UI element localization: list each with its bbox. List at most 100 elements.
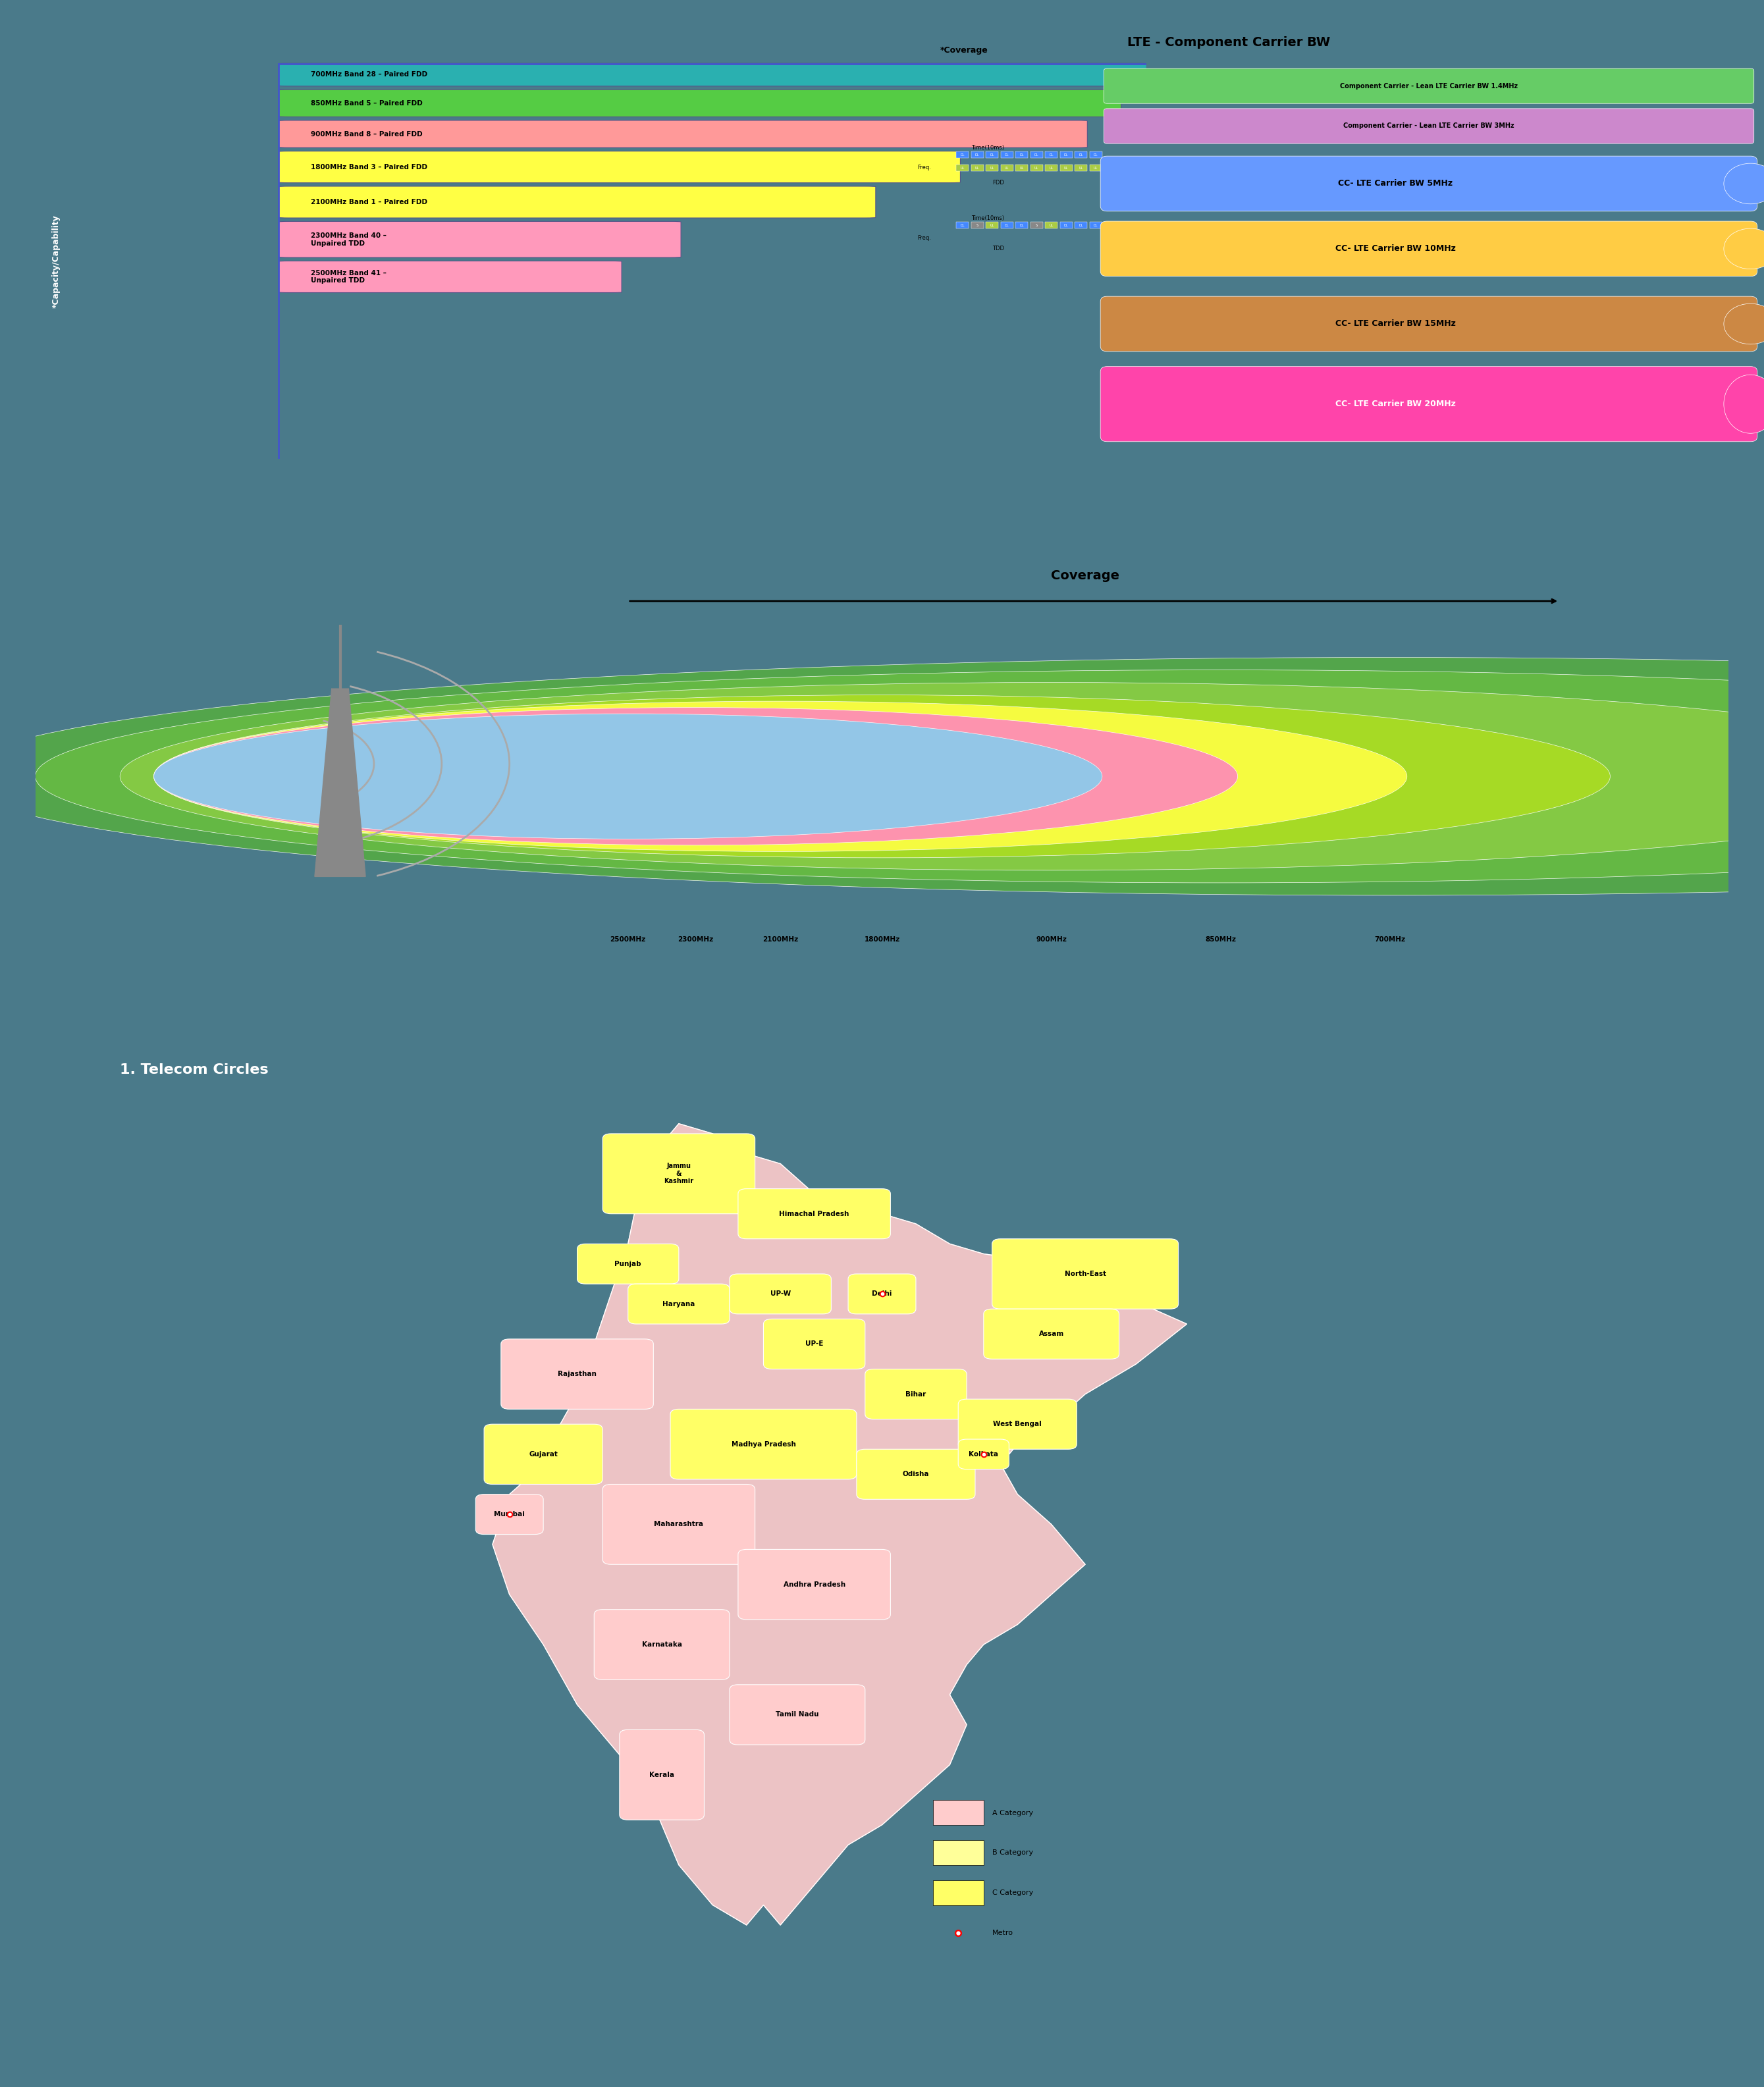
FancyBboxPatch shape [483,1423,603,1484]
Text: 2500MHz Band 41 –
Unpaired TDD: 2500MHz Band 41 – Unpaired TDD [310,269,386,284]
FancyBboxPatch shape [670,1409,857,1480]
Text: Coverage: Coverage [1051,570,1120,582]
Text: Maharashtra: Maharashtra [654,1521,704,1528]
Ellipse shape [0,657,1764,895]
Text: Time(10ms): Time(10ms) [972,215,1004,221]
Text: DL: DL [1094,223,1097,227]
Text: Freq.: Freq. [917,165,931,171]
Text: 700MHz Band 28 – Paired FDD: 700MHz Band 28 – Paired FDD [310,71,427,77]
Bar [1030,152,1043,159]
FancyBboxPatch shape [594,1609,730,1680]
Text: 700MHz: 700MHz [1374,935,1406,943]
Text: 2300MHz: 2300MHz [677,935,714,943]
FancyBboxPatch shape [1101,296,1757,351]
Text: UL: UL [1094,167,1097,169]
Bar [933,1841,984,1866]
Text: 1800MHz Band 3 – Paired FDD: 1800MHz Band 3 – Paired FDD [310,163,427,171]
Text: Component Carrier - Lean LTE Carrier BW 1.4MHz: Component Carrier - Lean LTE Carrier BW … [1341,83,1517,90]
Text: 850MHz Band 5 – Paired FDD: 850MHz Band 5 – Paired FDD [310,100,422,106]
FancyBboxPatch shape [603,1133,755,1215]
Text: FDD: FDD [993,179,1004,186]
Text: 900MHz Band 8 – Paired FDD: 900MHz Band 8 – Paired FDD [310,131,422,138]
Bar [956,221,968,227]
Text: LTE - Component Carrier BW: LTE - Component Carrier BW [1127,35,1330,48]
Text: DL: DL [1034,152,1039,157]
FancyBboxPatch shape [501,1340,653,1409]
Text: DL: DL [960,152,965,157]
Bar [1016,221,1028,227]
FancyBboxPatch shape [279,261,621,292]
Bar [986,165,998,171]
Text: UP-E: UP-E [804,1340,824,1348]
FancyBboxPatch shape [279,221,681,257]
Text: DL: DL [1064,223,1069,227]
Text: *Capacity/Capability: *Capacity/Capability [53,215,60,309]
Text: B Category: B Category [991,1849,1034,1855]
FancyBboxPatch shape [958,1440,1009,1469]
FancyBboxPatch shape [279,90,1122,117]
Bar [986,152,998,159]
Text: Jammu
&
Kashmir: Jammu & Kashmir [663,1162,693,1185]
Text: TDD: TDD [993,246,1004,253]
FancyBboxPatch shape [984,1309,1118,1359]
Ellipse shape [153,695,1611,858]
FancyBboxPatch shape [737,1549,891,1620]
Text: S: S [975,223,979,227]
Text: North-East: North-East [1064,1271,1106,1277]
Polygon shape [492,1123,1187,1924]
Text: Rajasthan: Rajasthan [557,1371,596,1377]
FancyBboxPatch shape [476,1494,543,1534]
Text: Freq.: Freq. [917,236,931,240]
Bar [1030,221,1043,227]
FancyBboxPatch shape [279,150,960,184]
Text: DL: DL [975,152,979,157]
FancyBboxPatch shape [279,63,1147,86]
Text: Haryana: Haryana [663,1300,695,1306]
FancyBboxPatch shape [848,1273,916,1315]
Bar [1090,165,1102,171]
Text: DL: DL [1020,223,1023,227]
Bar [1074,221,1087,227]
Bar [1016,165,1028,171]
Text: UP-W: UP-W [771,1290,790,1298]
FancyBboxPatch shape [958,1398,1076,1448]
FancyBboxPatch shape [730,1684,864,1745]
Ellipse shape [153,714,1102,839]
FancyBboxPatch shape [857,1448,975,1498]
FancyBboxPatch shape [577,1244,679,1284]
Text: Tamil Nadu: Tamil Nadu [776,1711,818,1718]
Bar [1060,165,1073,171]
Text: West Bengal: West Bengal [993,1421,1043,1428]
Ellipse shape [1723,303,1764,344]
Bar [933,1880,984,1905]
Text: CC- LTE Carrier BW 15MHz: CC- LTE Carrier BW 15MHz [1335,319,1455,328]
Text: 900MHz: 900MHz [1035,935,1067,943]
FancyBboxPatch shape [1101,367,1757,442]
Bar [1044,152,1058,159]
Text: CC- LTE Carrier BW 5MHz: CC- LTE Carrier BW 5MHz [1339,179,1452,188]
Text: Metro: Metro [991,1930,1013,1937]
Ellipse shape [120,682,1764,870]
Text: DL: DL [1005,152,1009,157]
Text: Mumbai: Mumbai [494,1511,526,1517]
Ellipse shape [1723,227,1764,269]
Text: 2100MHz: 2100MHz [762,935,799,943]
Text: Component Carrier - Lean LTE Carrier BW 3MHz: Component Carrier - Lean LTE Carrier BW … [1344,123,1514,129]
FancyBboxPatch shape [764,1319,864,1369]
Text: 2300MHz Band 40 –
Unpaired TDD: 2300MHz Band 40 – Unpaired TDD [310,232,386,246]
Text: UL: UL [1064,167,1069,169]
Text: Karnataka: Karnataka [642,1640,683,1649]
Bar [933,1799,984,1824]
Text: UL: UL [1020,167,1023,169]
Bar [970,165,984,171]
Text: DL: DL [1005,223,1009,227]
Text: Madhya Pradesh: Madhya Pradesh [732,1440,796,1448]
Text: Assam: Assam [1039,1332,1064,1338]
Text: Andhra Pradesh: Andhra Pradesh [783,1582,845,1588]
Text: 2100MHz Band 1 – Paired FDD: 2100MHz Band 1 – Paired FDD [310,198,427,205]
FancyBboxPatch shape [628,1284,730,1323]
Text: C Category: C Category [991,1889,1034,1897]
Text: CC- LTE Carrier BW 20MHz: CC- LTE Carrier BW 20MHz [1335,401,1455,409]
Text: *Coverage: *Coverage [940,46,988,54]
FancyBboxPatch shape [991,1240,1178,1309]
